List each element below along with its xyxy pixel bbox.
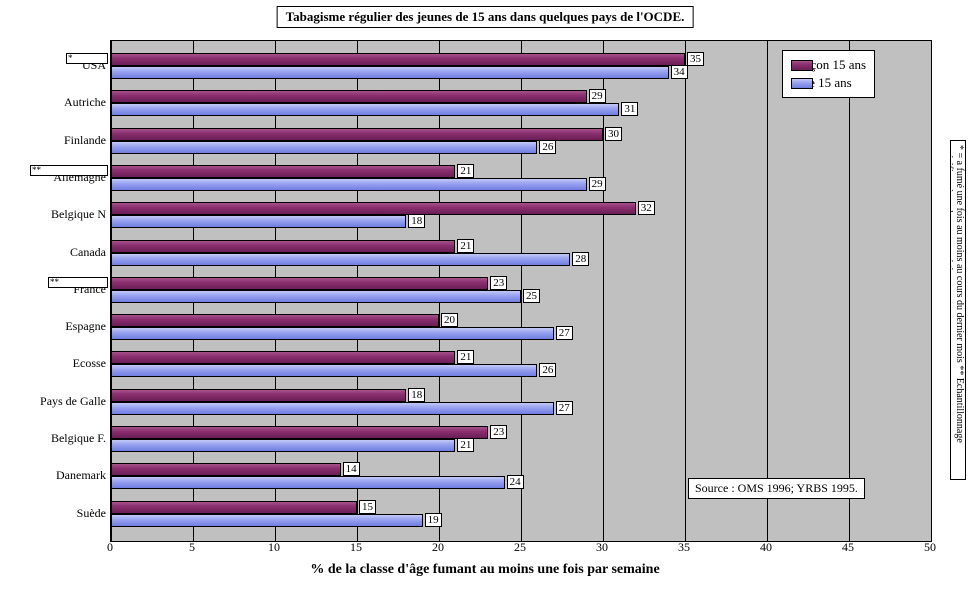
value-label-garcon: 32: [638, 201, 655, 215]
value-label-garcon: 14: [343, 462, 360, 476]
bar-fille: [111, 290, 521, 303]
bar-garcon: [111, 90, 587, 103]
value-label-garcon: 35: [687, 52, 704, 66]
bar-garcon: [111, 240, 455, 253]
gridline: [849, 41, 850, 541]
bar-garcon: [111, 351, 455, 364]
legend: Garçon 15 ans Fille 15 ans: [782, 50, 875, 98]
x-tick-label: 50: [915, 540, 945, 555]
value-label-garcon: 30: [605, 127, 622, 141]
legend-item-fille: Fille 15 ans: [791, 75, 866, 91]
bar-fille: [111, 178, 587, 191]
y-tick-label: Belgique N: [11, 208, 106, 220]
legend-swatch-garcon: [791, 60, 813, 71]
gridline: [685, 41, 686, 541]
plot-area: 3534 29 31 30 26 21 29 32 18 21 28 23 25 20 27 21 26 18 27…: [110, 40, 932, 542]
value-label-garcon: 15: [359, 500, 376, 514]
bar-garcon: [111, 202, 636, 215]
bar-fille: [111, 514, 423, 527]
y-tick-label: Pays de Galle: [11, 395, 106, 407]
value-label-garcon: 21: [457, 350, 474, 364]
bar-garcon: [111, 314, 439, 327]
value-label-fille: 29: [589, 177, 606, 191]
value-label-fille: 31: [621, 102, 638, 116]
x-tick-label: 25: [505, 540, 535, 555]
footnote-box: * = a fumé une fois au moins au cours du…: [950, 140, 966, 480]
x-axis-label: % de la classe d'âge fumant au moins une…: [310, 562, 659, 578]
x-tick-label: 40: [751, 540, 781, 555]
bar-garcon: [111, 165, 455, 178]
value-label-fille: 34: [671, 65, 688, 79]
chart-title: Tabagisme régulier des jeunes de 15 ans …: [277, 6, 694, 28]
y-tick-label: Canada: [11, 246, 106, 258]
y-tick-label: Suède: [11, 507, 106, 519]
value-label-fille: 24: [507, 475, 524, 489]
bar-fille: [111, 402, 554, 415]
y-tick-label: Autriche: [11, 96, 106, 108]
value-label-fille: 27: [556, 326, 573, 340]
y-tick-label: Danemark: [11, 469, 106, 481]
x-tick-label: 30: [587, 540, 617, 555]
value-label-fille: 19: [425, 513, 442, 527]
bar-fille: [111, 364, 537, 377]
x-tick-label: 45: [833, 540, 863, 555]
value-label-fille: 18: [408, 214, 425, 228]
y-mark: **: [48, 277, 108, 288]
source-box: Source : OMS 1996; YRBS 1995.: [688, 478, 865, 499]
x-tick-label: 5: [177, 540, 207, 555]
x-tick-label: 0: [95, 540, 125, 555]
bar-garcon: [111, 53, 685, 66]
legend-item-garcon: Garçon 15 ans: [791, 57, 866, 73]
bar-garcon: [111, 501, 357, 514]
bar-garcon: [111, 128, 603, 141]
bar-garcon: [111, 426, 488, 439]
y-tick-label: Belgique F.: [11, 432, 106, 444]
gridline: [931, 41, 932, 541]
y-tick-label: Espagne: [11, 320, 106, 332]
x-tick-label: 20: [423, 540, 453, 555]
bar-fille: [111, 253, 570, 266]
value-label-fille: 25: [523, 289, 540, 303]
bar-fille: [111, 439, 455, 452]
value-label-garcon: 18: [408, 388, 425, 402]
bar-fille: [111, 327, 554, 340]
legend-swatch-fille: [791, 78, 813, 89]
value-label-fille: 26: [539, 363, 556, 377]
bar-fille: [111, 66, 669, 79]
value-label-fille: 27: [556, 401, 573, 415]
x-tick-label: 35: [669, 540, 699, 555]
value-label-fille: 21: [457, 438, 474, 452]
bar-fille: [111, 215, 406, 228]
gridline: [767, 41, 768, 541]
x-tick-label: 15: [341, 540, 371, 555]
x-tick-label: 10: [259, 540, 289, 555]
value-label-garcon: 23: [490, 425, 507, 439]
bar-fille: [111, 476, 505, 489]
bar-garcon: [111, 389, 406, 402]
y-tick-label: Ecosse: [11, 357, 106, 369]
bar-fille: [111, 103, 619, 116]
bar-fille: [111, 141, 537, 154]
value-label-fille: 26: [539, 140, 556, 154]
value-label-garcon: 20: [441, 313, 458, 327]
value-label-garcon: 23: [490, 276, 507, 290]
value-label-fille: 28: [572, 252, 589, 266]
y-mark: *: [66, 53, 108, 64]
value-label-garcon: 29: [589, 89, 606, 103]
y-mark: **: [30, 165, 108, 176]
value-label-garcon: 21: [457, 239, 474, 253]
bar-garcon: [111, 463, 341, 476]
bar-garcon: [111, 277, 488, 290]
y-tick-label: Finlande: [11, 134, 106, 146]
value-label-garcon: 21: [457, 164, 474, 178]
